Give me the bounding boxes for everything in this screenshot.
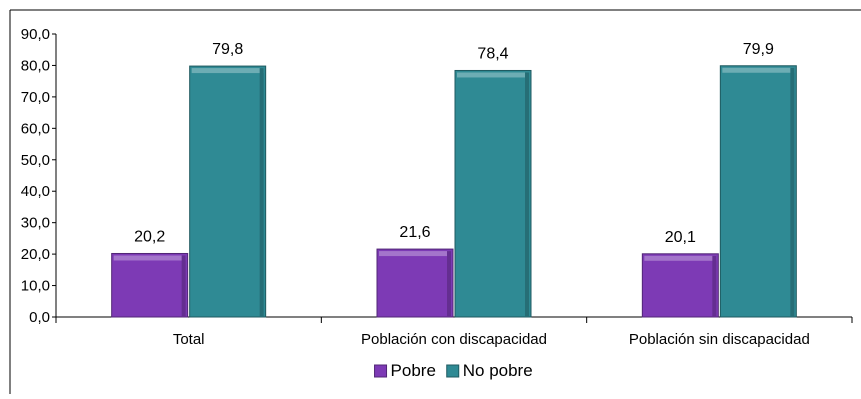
y-tick-label: 50,0: [21, 152, 50, 169]
data-label: 78,4: [477, 45, 508, 62]
x-category-label: Población con discapacidad: [361, 331, 547, 348]
bar-highlight: [191, 68, 264, 74]
y-tick-label: 90,0: [21, 26, 50, 43]
bar-shade: [259, 68, 264, 317]
bar: [641, 253, 719, 318]
y-tick-label: 0,0: [29, 309, 50, 326]
legend-swatch: [446, 364, 460, 378]
data-label: 20,1: [665, 229, 696, 246]
data-label: 79,9: [743, 41, 774, 58]
bar-highlight: [457, 72, 529, 78]
bar: [454, 69, 532, 318]
bar-highlight: [379, 251, 451, 257]
bar-shade: [525, 72, 529, 317]
bar-highlight: [722, 67, 795, 73]
bar-shade: [447, 251, 451, 317]
data-label: 79,8: [212, 41, 243, 58]
y-tick-label: 10,0: [21, 278, 50, 295]
y-tick-label: 30,0: [21, 215, 50, 232]
legend-swatch: [374, 364, 388, 378]
bar-shade: [712, 255, 717, 317]
y-tick-label: 60,0: [21, 120, 50, 137]
legend-label: Pobre: [391, 361, 436, 380]
bar: [111, 252, 189, 318]
y-tick-label: 40,0: [21, 183, 50, 200]
data-label: 21,6: [399, 224, 430, 241]
y-tick-label: 80,0: [21, 57, 50, 74]
x-category-label: Total: [173, 331, 205, 348]
bar-shade: [181, 255, 186, 317]
legend-label: No pobre: [463, 361, 533, 380]
bar-highlight: [113, 255, 186, 261]
x-category-label: Población sin discapacidad: [629, 331, 810, 348]
bar-shade: [790, 67, 795, 318]
bar: [189, 65, 267, 318]
bar: [719, 65, 797, 318]
data-label: 20,2: [134, 228, 165, 245]
y-tick-label: 20,0: [21, 246, 50, 263]
bar: [376, 248, 454, 318]
y-tick-label: 70,0: [21, 89, 50, 106]
bar-highlight: [644, 255, 717, 261]
